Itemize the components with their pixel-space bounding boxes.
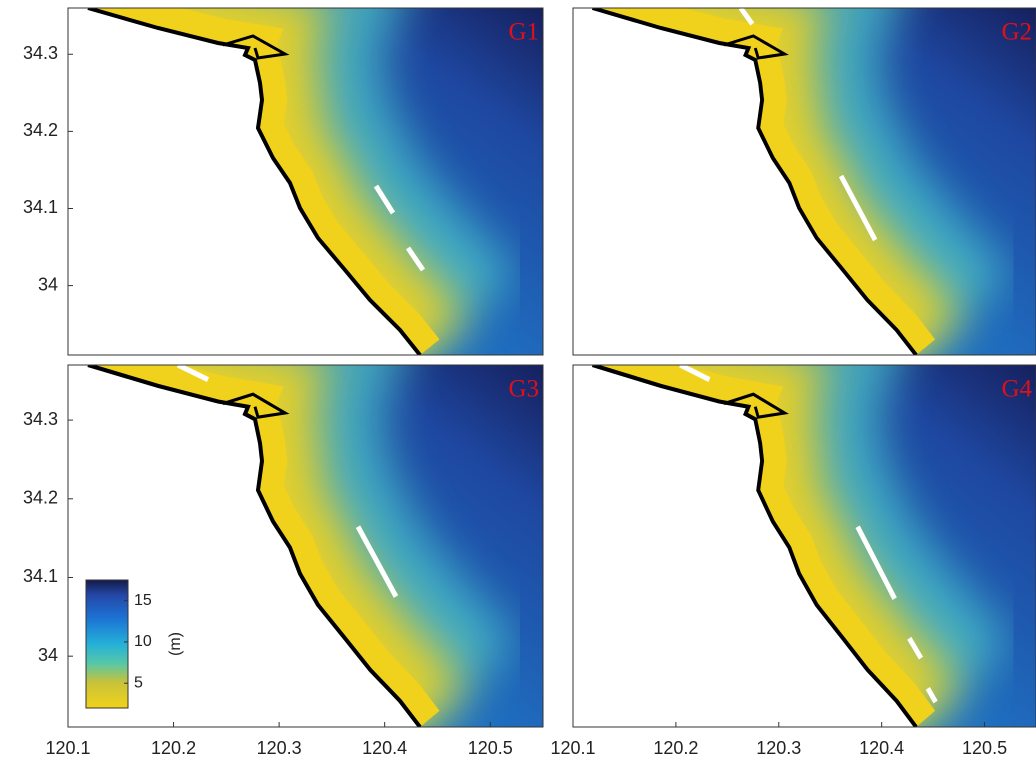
colorbar-tick-label: 5 — [134, 674, 143, 691]
colorbar — [85, 579, 129, 709]
colorbar-tick-label: 10 — [134, 633, 152, 650]
jetty — [723, 34, 789, 60]
panel-label: G3 — [508, 376, 539, 403]
x-tick-label: 120.1 — [550, 738, 595, 758]
coastline — [87, 365, 422, 727]
land — [68, 365, 420, 727]
axes-frame — [572, 7, 1036, 356]
y-tick-label: 34.3 — [23, 43, 58, 63]
axes-frame — [67, 364, 544, 728]
jetty — [723, 392, 789, 419]
breakwater — [907, 636, 924, 660]
breakwater — [373, 184, 396, 215]
land — [68, 8, 420, 355]
breakwater — [838, 174, 878, 242]
breakwater — [925, 687, 938, 704]
coastline — [591, 8, 918, 355]
y-tick-label: 34 — [38, 274, 58, 294]
coastline — [87, 8, 422, 355]
field — [573, 365, 1012, 727]
x-tick-label: 120.5 — [468, 738, 513, 758]
axes-frame — [572, 364, 1036, 728]
x-tick-label: 120.2 — [151, 738, 196, 758]
breakwater — [738, 8, 755, 26]
colorbar-label: (m) — [167, 632, 184, 656]
field — [573, 8, 1012, 355]
x-tick-label: 120.4 — [859, 738, 904, 758]
y-tick-label: 34.2 — [23, 120, 58, 140]
coastline — [591, 365, 918, 727]
axes-frame — [67, 7, 544, 356]
panel-label: G1 — [508, 19, 539, 46]
field — [68, 365, 518, 727]
map-panel — [68, 365, 543, 727]
x-tick-label: 120.2 — [653, 738, 698, 758]
x-tick-label: 120.3 — [257, 738, 302, 758]
x-tick-label: 120.1 — [45, 738, 90, 758]
land — [573, 8, 917, 355]
colorbar-tick-label: 15 — [134, 592, 152, 609]
panel-label: G4 — [1001, 376, 1032, 403]
jetty — [222, 392, 290, 419]
x-tick-label: 120.5 — [962, 738, 1007, 758]
y-tick-label: 34 — [38, 645, 58, 665]
land — [573, 365, 917, 727]
x-tick-label: 120.4 — [362, 738, 407, 758]
y-tick-label: 34.3 — [23, 409, 58, 429]
y-tick-label: 34.2 — [23, 488, 58, 508]
y-tick-label: 34.1 — [23, 197, 58, 217]
breakwater — [855, 525, 897, 600]
y-tick-label: 34.1 — [23, 566, 58, 586]
breakwater — [176, 365, 210, 382]
breakwater — [679, 365, 711, 382]
map-panel — [68, 8, 543, 355]
map-panel — [573, 8, 1036, 355]
map-panel — [573, 365, 1036, 727]
breakwater — [405, 246, 426, 272]
x-tick-label: 120.3 — [756, 738, 801, 758]
panel-label: G2 — [1001, 19, 1032, 46]
field — [68, 8, 518, 355]
breakwater — [355, 525, 399, 598]
jetty — [222, 34, 290, 60]
